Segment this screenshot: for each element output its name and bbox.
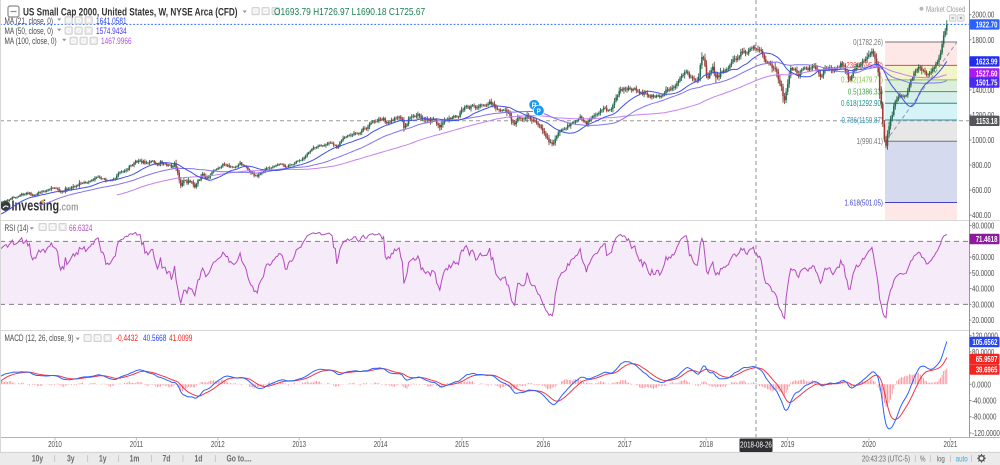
svg-text:2010: 2010 bbox=[48, 439, 62, 449]
svg-text:1(990.41): 1(990.41) bbox=[857, 136, 884, 146]
svg-text:2021: 2021 bbox=[944, 439, 958, 449]
svg-text:1200.00: 1200.00 bbox=[972, 110, 994, 120]
svg-text:600.00: 600.00 bbox=[972, 185, 991, 195]
svg-text:7d: 7d bbox=[163, 453, 171, 463]
svg-text:2014: 2014 bbox=[374, 439, 388, 449]
svg-text:-40.0000: -40.0000 bbox=[972, 395, 996, 405]
svg-text:1153.18: 1153.18 bbox=[976, 116, 997, 126]
svg-text:80.0000: 80.0000 bbox=[972, 347, 994, 357]
svg-text:50.0000: 50.0000 bbox=[972, 268, 994, 278]
svg-text:MA (50, close, 0): MA (50, close, 0) bbox=[5, 26, 54, 36]
svg-text:MA (21, close, 0): MA (21, close, 0) bbox=[5, 16, 54, 26]
svg-text:120.0000: 120.0000 bbox=[972, 331, 998, 341]
svg-text:39.6965: 39.6965 bbox=[976, 365, 998, 375]
svg-text:30.0000: 30.0000 bbox=[972, 299, 994, 309]
svg-text:3y: 3y bbox=[67, 453, 75, 463]
svg-text:2000.00: 2000.00 bbox=[972, 10, 994, 20]
svg-text:MA (100, close, 0): MA (100, close, 0) bbox=[5, 36, 57, 46]
svg-text:400.00: 400.00 bbox=[972, 210, 991, 220]
svg-text:O1693.79 H1726.97 L1690.18: O1693.79 H1726.97 L1690.18 C1725.67 bbox=[274, 6, 425, 17]
svg-text:2018-08-26: 2018-08-26 bbox=[740, 439, 772, 449]
svg-text:1623.99: 1623.99 bbox=[976, 56, 998, 66]
svg-text:1000.00: 1000.00 bbox=[972, 135, 994, 145]
svg-text:Market Closed: Market Closed bbox=[926, 4, 965, 14]
svg-text:1m: 1m bbox=[130, 453, 140, 463]
svg-text:41.0099: 41.0099 bbox=[169, 333, 192, 343]
svg-text:1501.75: 1501.75 bbox=[976, 78, 998, 88]
svg-text:US Small Cap 2000, United Stat: US Small Cap 2000, United States, W, NYS… bbox=[23, 6, 238, 19]
svg-text:2020: 2020 bbox=[862, 439, 876, 449]
svg-text:40.0000: 40.0000 bbox=[972, 284, 994, 294]
svg-text:65.9597: 65.9597 bbox=[976, 354, 998, 364]
svg-text:1641.0581: 1641.0581 bbox=[96, 16, 127, 26]
svg-text:2011: 2011 bbox=[130, 439, 143, 449]
svg-text:0.5(1386.33): 0.5(1386.33) bbox=[848, 86, 883, 96]
svg-text:0.0000: 0.0000 bbox=[972, 379, 991, 389]
svg-text:40.5668: 40.5668 bbox=[143, 333, 167, 343]
svg-text:log: log bbox=[937, 453, 945, 463]
svg-text:-120.0000: -120.0000 bbox=[972, 428, 1000, 438]
svg-text:60.0000: 60.0000 bbox=[972, 252, 994, 262]
svg-text:1922.70: 1922.70 bbox=[976, 19, 998, 29]
svg-text:Go to....: Go to.... bbox=[227, 453, 252, 463]
svg-text:20.0000: 20.0000 bbox=[972, 315, 994, 325]
svg-text:105.6562: 105.6562 bbox=[972, 337, 997, 347]
svg-text:2012: 2012 bbox=[211, 439, 225, 449]
svg-text:P: P bbox=[537, 108, 542, 116]
svg-text:MACD (12, 26, close, 9): MACD (12, 26, close, 9) bbox=[5, 333, 74, 343]
svg-text:66.6324: 66.6324 bbox=[69, 223, 93, 233]
svg-text:1574.9434: 1574.9434 bbox=[96, 26, 127, 36]
svg-text:2017: 2017 bbox=[618, 439, 632, 449]
svg-text:80.0000: 80.0000 bbox=[972, 221, 994, 231]
svg-text:1400.00: 1400.00 bbox=[972, 85, 994, 95]
svg-text:1.618(501.05): 1.618(501.05) bbox=[844, 197, 883, 207]
svg-text:0.382(1479.77): 0.382(1479.77) bbox=[841, 75, 883, 85]
svg-text:1y: 1y bbox=[99, 453, 107, 463]
svg-text:%: % bbox=[920, 453, 926, 463]
svg-text:1d: 1d bbox=[194, 453, 202, 463]
svg-text:0(1782.26): 0(1782.26) bbox=[853, 37, 883, 47]
svg-text:1800.00: 1800.00 bbox=[972, 35, 994, 45]
svg-text:1467.9966: 1467.9966 bbox=[101, 36, 132, 46]
svg-text:1527.60: 1527.60 bbox=[976, 69, 998, 79]
svg-text:0.786(1159.87): 0.786(1159.87) bbox=[842, 115, 884, 125]
svg-text:800.00: 800.00 bbox=[972, 160, 991, 170]
svg-text:71.4618: 71.4618 bbox=[976, 234, 998, 244]
svg-text:2016: 2016 bbox=[537, 439, 551, 449]
svg-text:Investing.com: Investing.com bbox=[12, 197, 79, 214]
svg-text:-0.4432: -0.4432 bbox=[116, 333, 138, 343]
svg-text:-80.0000: -80.0000 bbox=[972, 412, 996, 422]
svg-text:2013: 2013 bbox=[292, 439, 306, 449]
svg-text:2015: 2015 bbox=[455, 439, 469, 449]
svg-text:2019: 2019 bbox=[781, 439, 795, 449]
svg-text:auto: auto bbox=[956, 453, 968, 463]
svg-text:2018: 2018 bbox=[699, 439, 713, 449]
svg-text:10y: 10y bbox=[32, 453, 44, 463]
svg-text:RSI (14): RSI (14) bbox=[5, 223, 29, 233]
svg-text:20:43:23 (UTC-5): 20:43:23 (UTC-5) bbox=[862, 453, 911, 463]
svg-text:0.618(1292.90): 0.618(1292.90) bbox=[841, 98, 883, 108]
